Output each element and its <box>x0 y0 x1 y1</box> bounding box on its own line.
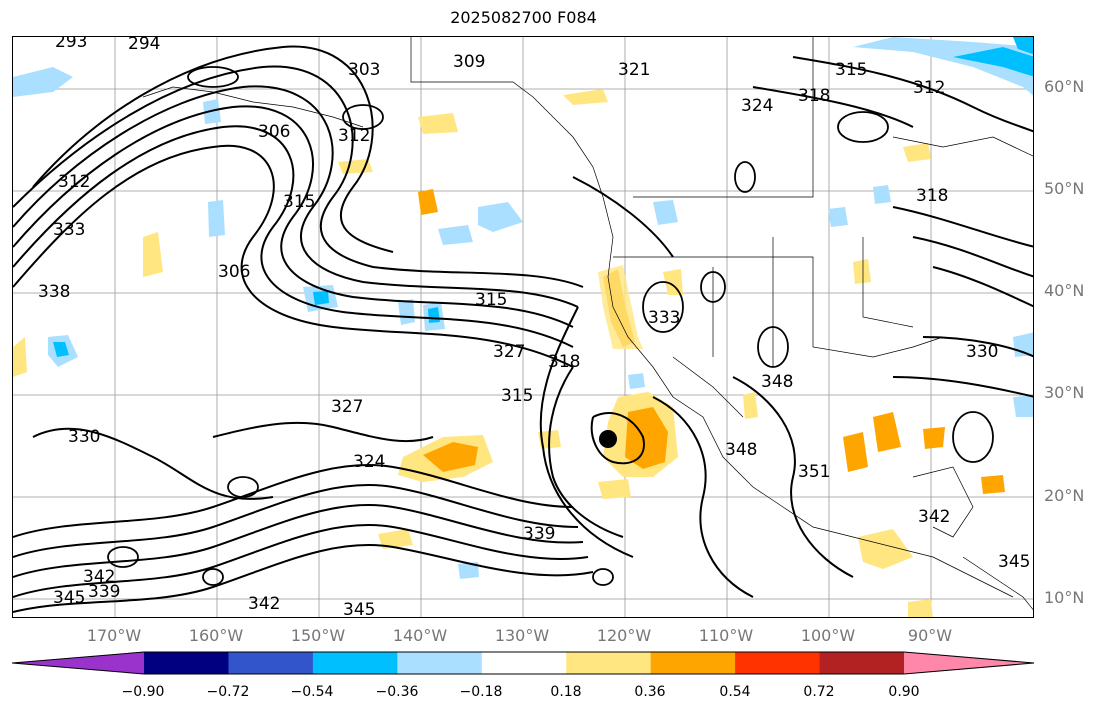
contour-label: 315 <box>475 290 507 310</box>
contour-label: 339 <box>523 524 555 544</box>
contour-label: 318 <box>548 352 580 372</box>
contour-label: 294 <box>128 37 160 54</box>
colorbar-segment <box>566 652 652 674</box>
contour-label: 327 <box>331 397 363 417</box>
colorbar-tick: −0.54 <box>290 684 334 700</box>
contour-label: 348 <box>725 440 757 460</box>
colorbar-segment <box>904 652 1034 674</box>
contour-label: 345 <box>343 600 375 618</box>
lon-label: 110°W <box>698 626 754 645</box>
contour-label: 318 <box>798 86 830 106</box>
contour-label: 306 <box>218 262 250 282</box>
contour-label: 324 <box>741 96 773 116</box>
colorbar <box>12 651 1035 675</box>
lat-label: 60°N <box>1044 77 1085 96</box>
lon-label: 120°W <box>596 626 652 645</box>
contour-label: 348 <box>761 372 793 392</box>
plot-title: 2025082700 F084 <box>450 8 597 27</box>
colorbar-segments <box>12 652 1034 674</box>
contour-label: 315 <box>501 386 533 406</box>
lon-label: 160°W <box>188 626 244 645</box>
contour-label: 342 <box>83 567 115 587</box>
colorbar-segment <box>144 652 229 674</box>
contour-label: 315 <box>283 192 315 212</box>
graticule <box>13 37 1033 617</box>
contour-label: 303 <box>348 60 380 80</box>
colorbar-tick: −0.90 <box>121 684 165 700</box>
colorbar-segment <box>312 652 398 674</box>
contour-label: 338 <box>38 282 70 302</box>
contour-loops <box>107 66 994 586</box>
lon-label: 150°W <box>290 626 346 645</box>
lon-label: 170°W <box>86 626 142 645</box>
contour-label: 312 <box>913 78 945 98</box>
contour-label: 351 <box>798 462 830 482</box>
contour-label-group: 294 293 303 309 321 315 312 324 318 306 … <box>38 37 1030 618</box>
contour-label: 293 <box>55 37 87 52</box>
contour-label: 330 <box>68 427 100 447</box>
contour-label: 312 <box>338 126 370 146</box>
contour-label: 342 <box>918 507 950 527</box>
colorbar-tick: 0.90 <box>888 684 920 700</box>
contour-label: 312 <box>58 172 90 192</box>
lat-label: 10°N <box>1044 588 1085 607</box>
colorbar-tick: −0.36 <box>375 684 419 700</box>
lat-label: 30°N <box>1044 383 1085 402</box>
colorbar-tick: 0.54 <box>719 684 751 700</box>
map-svg: 294 293 303 309 321 315 312 324 318 306 … <box>13 37 1033 618</box>
contour-label: 315 <box>835 60 867 80</box>
lon-label: 140°W <box>392 626 448 645</box>
colorbar-segment <box>650 652 736 674</box>
contour-label: 324 <box>353 452 385 472</box>
contour-label: 345 <box>53 588 85 608</box>
colorbar-tick: −0.18 <box>459 684 503 700</box>
contour-label: 345 <box>998 552 1030 572</box>
colorbar-tick: 0.36 <box>634 684 666 700</box>
contour-lines <box>13 45 1033 613</box>
colorbar-tick: 0.18 <box>550 684 582 700</box>
contour-label: 330 <box>966 342 998 362</box>
colorbar-segment <box>228 652 314 674</box>
contour-label: 333 <box>648 308 680 328</box>
lat-label: 40°N <box>1044 281 1085 300</box>
lat-label: 50°N <box>1044 179 1085 198</box>
lon-label: 100°W <box>800 626 856 645</box>
colorbar-segment <box>819 652 905 674</box>
negative-shading <box>13 37 1033 579</box>
lat-label: 20°N <box>1044 486 1085 505</box>
colorbar-tick: 0.72 <box>803 684 835 700</box>
colorbar-segment <box>397 652 483 674</box>
colorbar-segment <box>12 652 144 674</box>
colorbar-tick: −0.72 <box>206 684 250 700</box>
contour-label: 318 <box>916 186 948 206</box>
lon-label: 130°W <box>494 626 550 645</box>
contour-label: 342 <box>248 594 280 614</box>
colorbar-segment <box>481 652 567 674</box>
lon-label: 90°W <box>907 626 953 645</box>
storm-center-marker <box>599 430 617 448</box>
colorbar-segment <box>735 652 821 674</box>
contour-label: 327 <box>493 342 525 362</box>
contour-label: 309 <box>453 52 485 72</box>
coastlines <box>142 37 1033 611</box>
contour-label: 333 <box>53 220 85 240</box>
contour-label: 321 <box>618 60 650 80</box>
map-panel: 294 293 303 309 321 315 312 324 318 306 … <box>12 36 1034 618</box>
contour-label: 339 <box>88 582 120 602</box>
contour-label: 306 <box>258 122 290 142</box>
